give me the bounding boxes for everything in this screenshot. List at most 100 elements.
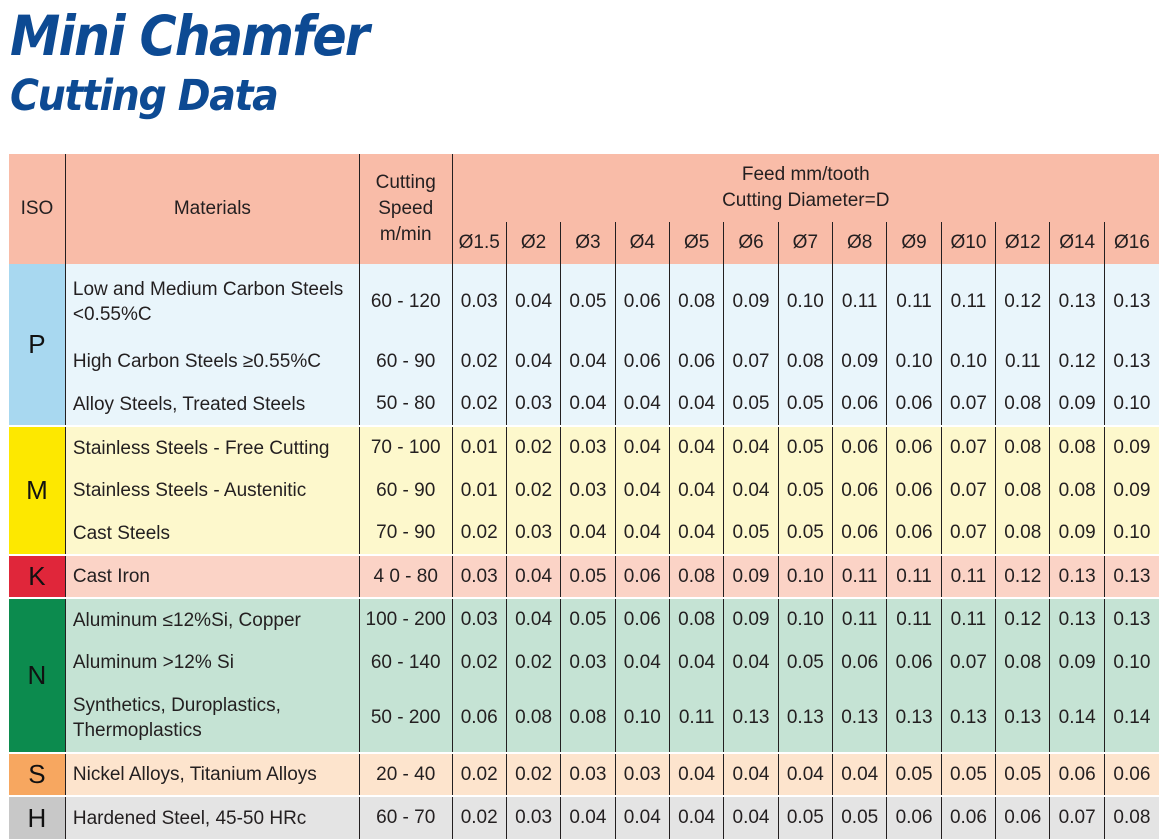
feed-value-cell: 0.10 <box>1103 383 1159 426</box>
feed-value-cell: 0.04 <box>668 383 724 426</box>
feed-value-cell: 0.08 <box>995 512 1050 555</box>
feed-value-cell: 0.04 <box>668 425 724 469</box>
feed-value-cell: 0.13 <box>1103 597 1159 641</box>
feed-value-cell: 0.04 <box>723 425 779 469</box>
feed-value-cell: 0.12 <box>995 597 1050 641</box>
feed-value-cell: 0.04 <box>505 340 561 383</box>
header-speed-line3: m/min <box>379 224 432 245</box>
cutting-speed-cell: 60 - 120 <box>358 264 453 340</box>
feed-value-cell: 0.01 <box>451 469 507 512</box>
feed-value-cell: 0.13 <box>940 684 996 753</box>
feed-value-cell: 0.06 <box>940 795 996 839</box>
iso-group-s: S <box>9 752 66 796</box>
material-cell: Nickel Alloys, Titanium Alloys <box>64 752 360 796</box>
feed-value-cell: 0.08 <box>995 383 1050 426</box>
header-diameter: Ø5 <box>668 222 724 264</box>
table-header: ISO Materials Cutting Speed m/min Feed m… <box>9 154 1159 264</box>
header-feed-line1: Feed mm/tooth <box>741 164 870 185</box>
feed-value-cell: 0.07 <box>940 469 996 512</box>
feed-value-cell: 0.13 <box>1049 554 1105 598</box>
feed-value-cell: 0.04 <box>614 512 670 555</box>
feed-value-cell: 0.05 <box>886 752 942 796</box>
feed-value-cell: 0.08 <box>505 684 561 753</box>
feed-value-cell: 0.07 <box>940 383 996 426</box>
cutting-speed-cell: 20 - 40 <box>358 752 453 796</box>
header-diameter: Ø4 <box>614 222 670 264</box>
feed-value-cell: 0.04 <box>668 512 724 555</box>
feed-value-cell: 0.10 <box>1103 512 1159 555</box>
feed-value-cell: 0.04 <box>560 512 616 555</box>
feed-value-cell: 0.11 <box>832 597 887 641</box>
feed-value-cell: 0.04 <box>614 641 670 684</box>
material-cell: Stainless Steels - Free Cutting <box>64 425 360 469</box>
material-cell: Stainless Steels - Austenitic <box>64 469 360 512</box>
feed-value-cell: 0.03 <box>505 512 561 555</box>
feed-value-cell: 0.09 <box>723 597 779 641</box>
feed-value-cell: 0.04 <box>505 264 561 340</box>
material-cell: Cast Steels <box>64 512 360 555</box>
header-iso: ISO <box>9 154 66 264</box>
feed-value-cell: 0.09 <box>1049 641 1105 684</box>
feed-value-cell: 0.10 <box>940 340 996 383</box>
cutting-speed-cell: 60 - 90 <box>358 340 453 383</box>
feed-value-cell: 0.05 <box>995 752 1050 796</box>
feed-value-cell: 0.13 <box>832 684 887 753</box>
feed-value-cell: 0.09 <box>723 264 779 340</box>
header-speed-line1: Cutting <box>375 172 436 193</box>
feed-value-cell: 0.12 <box>995 264 1050 340</box>
feed-value-cell: 0.03 <box>451 597 507 641</box>
table-row: Synthetics, Duroplastics, Thermoplastics… <box>9 684 1159 753</box>
iso-group-k: K <box>9 554 66 598</box>
feed-value-cell: 0.06 <box>832 425 887 469</box>
feed-value-cell: 0.06 <box>1103 752 1159 796</box>
feed-value-cell: 0.06 <box>614 340 670 383</box>
cutting-speed-cell: 60 - 70 <box>358 795 453 839</box>
feed-value-cell: 0.03 <box>451 554 507 598</box>
feed-value-cell: 0.04 <box>505 554 561 598</box>
material-cell: Alloy Steels, Treated Steels <box>64 383 360 426</box>
feed-value-cell: 0.04 <box>505 597 561 641</box>
feed-value-cell: 0.02 <box>451 795 507 839</box>
feed-value-cell: 0.06 <box>886 641 942 684</box>
table-row: Stainless Steels - Austenitic 60 - 90 0.01… <box>9 469 1159 512</box>
feed-value-cell: 0.08 <box>995 641 1050 684</box>
feed-value-cell: 0.07 <box>723 340 779 383</box>
iso-group-p: P <box>9 264 66 426</box>
feed-value-cell: 0.05 <box>777 641 833 684</box>
feed-value-cell: 0.11 <box>940 597 996 641</box>
feed-value-cell: 0.08 <box>560 684 616 753</box>
page-subtitle: Cutting Data <box>10 71 279 121</box>
feed-value-cell: 0.13 <box>886 684 942 753</box>
feed-value-cell: 0.02 <box>505 425 561 469</box>
feed-value-cell: 0.03 <box>560 641 616 684</box>
material-cell: High Carbon Steels ≥0.55%C <box>64 340 360 383</box>
feed-value-cell: 0.10 <box>777 554 833 598</box>
feed-value-cell: 0.07 <box>1049 795 1105 839</box>
feed-value-cell: 0.06 <box>614 264 670 340</box>
feed-value-cell: 0.08 <box>1103 795 1159 839</box>
feed-value-cell: 0.02 <box>451 340 507 383</box>
material-cell: Aluminum >12% Si <box>64 641 360 684</box>
header-cutting-speed: Cutting Speed m/min <box>358 154 453 264</box>
feed-value-cell: 0.06 <box>614 554 670 598</box>
iso-group-m: M <box>9 425 66 555</box>
feed-value-cell: 0.03 <box>560 469 616 512</box>
feed-value-cell: 0.05 <box>777 383 833 426</box>
table-row: High Carbon Steels ≥0.55%C 60 - 90 0.02 0.0… <box>9 340 1159 383</box>
feed-value-cell: 0.06 <box>614 597 670 641</box>
feed-value-cell: 0.09 <box>1049 512 1105 555</box>
header-diameter: Ø3 <box>560 222 616 264</box>
feed-value-cell: 0.13 <box>1103 554 1159 598</box>
feed-value-cell: 0.11 <box>940 554 996 598</box>
feed-value-cell: 0.05 <box>560 554 616 598</box>
header-diameter: Ø2 <box>505 222 561 264</box>
feed-value-cell: 0.05 <box>560 264 616 340</box>
header-diameter: Ø9 <box>886 222 942 264</box>
feed-value-cell: 0.05 <box>560 597 616 641</box>
feed-value-cell: 0.11 <box>886 554 942 598</box>
feed-value-cell: 0.11 <box>886 597 942 641</box>
feed-value-cell: 0.06 <box>886 383 942 426</box>
feed-value-cell: 0.06 <box>451 684 507 753</box>
cutting-speed-cell: 50 - 80 <box>358 383 453 426</box>
feed-value-cell: 0.09 <box>1103 425 1159 469</box>
